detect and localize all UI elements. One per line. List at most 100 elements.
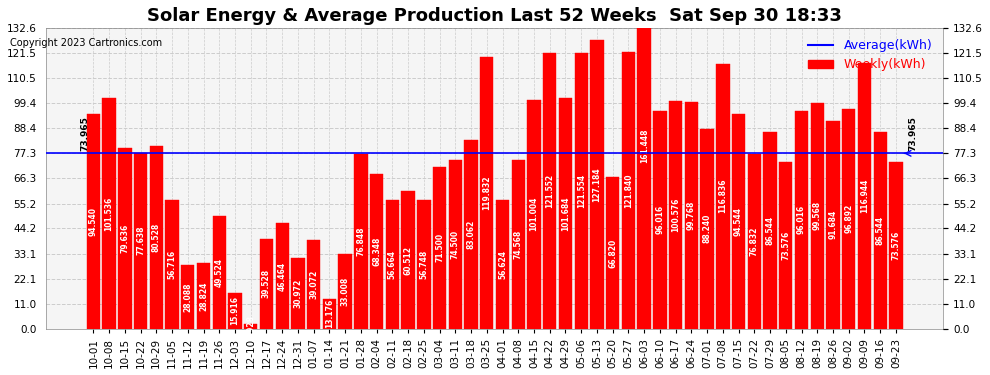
Bar <box>574 53 588 329</box>
Bar <box>134 153 148 329</box>
Text: 116.836: 116.836 <box>719 179 728 213</box>
Text: 94.544: 94.544 <box>735 207 743 236</box>
Text: 66.820: 66.820 <box>608 238 617 268</box>
Text: 49.524: 49.524 <box>215 258 224 287</box>
Text: 73.965: 73.965 <box>909 116 918 151</box>
Bar <box>102 98 116 329</box>
Bar <box>323 299 336 329</box>
Bar <box>544 53 556 329</box>
Text: 116.944: 116.944 <box>860 179 869 213</box>
Text: 1.928: 1.928 <box>247 315 255 339</box>
Bar <box>638 0 650 329</box>
Bar <box>370 174 383 329</box>
Bar <box>417 200 431 329</box>
Bar <box>842 109 855 329</box>
Text: 33.008: 33.008 <box>341 277 349 306</box>
Text: 121.552: 121.552 <box>545 174 554 208</box>
Text: 119.832: 119.832 <box>482 176 491 210</box>
Text: 101.004: 101.004 <box>530 197 539 231</box>
Bar <box>558 98 572 329</box>
Text: 161.448: 161.448 <box>640 128 648 163</box>
Bar <box>653 111 666 329</box>
Text: 73.965: 73.965 <box>81 116 90 151</box>
Bar <box>149 146 163 329</box>
Bar <box>354 154 367 329</box>
Text: 88.240: 88.240 <box>703 214 712 243</box>
Text: 15.916: 15.916 <box>231 296 240 325</box>
Bar <box>747 154 761 329</box>
Text: 39.528: 39.528 <box>262 269 271 298</box>
Bar <box>779 162 792 329</box>
Text: 73.576: 73.576 <box>781 231 790 260</box>
Text: 127.184: 127.184 <box>592 167 602 202</box>
Bar <box>259 239 273 329</box>
Text: 74.500: 74.500 <box>450 230 459 259</box>
Text: 77.638: 77.638 <box>136 226 146 255</box>
Text: 80.528: 80.528 <box>151 223 160 252</box>
Bar <box>448 160 462 329</box>
Text: 46.464: 46.464 <box>277 261 287 291</box>
Bar <box>606 177 620 329</box>
Legend: Average(kWh), Weekly(kWh): Average(kWh), Weekly(kWh) <box>804 34 938 76</box>
Text: 83.062: 83.062 <box>466 220 475 249</box>
Text: 56.624: 56.624 <box>498 250 507 279</box>
Text: 13.176: 13.176 <box>325 299 334 328</box>
Bar <box>873 132 887 329</box>
Bar <box>480 57 493 329</box>
Bar <box>701 129 714 329</box>
Bar <box>87 114 100 329</box>
Bar <box>669 100 682 329</box>
Bar <box>685 102 698 329</box>
Text: 56.716: 56.716 <box>167 250 176 279</box>
Bar <box>197 263 210 329</box>
Bar <box>857 63 871 329</box>
Text: 100.576: 100.576 <box>671 198 680 232</box>
Text: 60.512: 60.512 <box>404 246 413 274</box>
Bar <box>433 166 446 329</box>
Bar <box>716 64 730 329</box>
Text: 76.832: 76.832 <box>749 227 758 256</box>
Text: Copyright 2023 Cartronics.com: Copyright 2023 Cartronics.com <box>10 38 162 48</box>
Text: 101.684: 101.684 <box>561 196 570 231</box>
Bar <box>464 140 478 329</box>
Bar <box>827 121 840 329</box>
Bar <box>401 192 415 329</box>
Bar <box>165 200 179 329</box>
Text: 94.540: 94.540 <box>89 207 98 236</box>
Text: 73.576: 73.576 <box>891 231 901 260</box>
Bar <box>386 200 399 329</box>
Bar <box>275 224 289 329</box>
Bar <box>512 160 525 329</box>
Text: 121.554: 121.554 <box>577 174 586 208</box>
Text: 96.016: 96.016 <box>797 205 806 234</box>
Text: 101.536: 101.536 <box>105 196 114 231</box>
Title: Solar Energy & Average Production Last 52 Weeks  Sat Sep 30 18:33: Solar Energy & Average Production Last 5… <box>148 7 842 25</box>
Bar <box>889 162 903 329</box>
Text: 56.664: 56.664 <box>388 250 397 279</box>
Bar <box>732 114 745 329</box>
Text: 30.972: 30.972 <box>293 279 302 308</box>
Text: 28.088: 28.088 <box>183 282 192 312</box>
Text: 96.016: 96.016 <box>655 205 664 234</box>
Bar <box>590 40 604 329</box>
Bar <box>339 254 351 329</box>
Bar <box>496 200 509 329</box>
Text: 96.892: 96.892 <box>844 204 853 234</box>
Bar <box>118 148 132 329</box>
Text: 76.848: 76.848 <box>356 227 365 256</box>
Bar <box>229 292 242 329</box>
Bar <box>181 265 194 329</box>
Text: 39.072: 39.072 <box>309 270 318 299</box>
Bar <box>213 216 226 329</box>
Text: 74.568: 74.568 <box>514 230 523 259</box>
Bar <box>244 324 257 329</box>
Bar <box>795 111 808 329</box>
Text: 99.768: 99.768 <box>687 201 696 230</box>
Text: 91.684: 91.684 <box>829 210 838 239</box>
Text: 56.748: 56.748 <box>420 250 429 279</box>
Text: 68.348: 68.348 <box>372 237 381 266</box>
Text: 71.500: 71.500 <box>435 233 445 262</box>
Text: 99.568: 99.568 <box>813 201 822 230</box>
Bar <box>528 100 541 329</box>
Bar <box>763 132 777 329</box>
